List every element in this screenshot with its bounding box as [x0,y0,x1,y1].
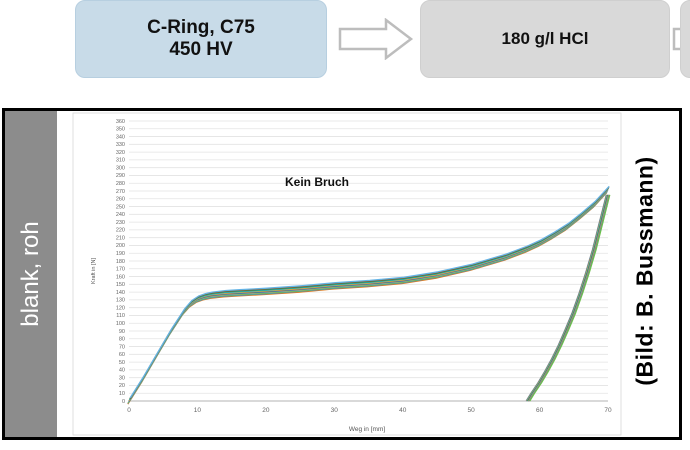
result-panel: blank, roh 0 10 20 30 40 50 60 70 80 90 100 110 120 1… [2,108,682,440]
x-tick-label: 10 [194,407,202,414]
y-tick-label: 190 [116,251,125,257]
image-credit: (Bild: B. Bussmann) [631,156,658,386]
y-tick-label: 130 [116,298,125,304]
y-tick-label: 300 [116,165,125,171]
y-tick-label: 140 [116,290,125,296]
y-tick-label: 280 [116,181,125,187]
medium-label: 180 g/l HCl [501,29,589,48]
y-tick-label: 320 [116,150,125,156]
chart-grid [129,120,608,402]
y-tick-label: 50 [119,360,125,366]
specimen-box: C-Ring, C75 450 HV [75,0,327,78]
force-displacement-chart: 0102030405060708090100110120130140150160… [72,112,622,436]
chart-series [127,185,611,405]
chart-annotation: Kein Bruch [285,175,349,189]
y-tick-label: 350 [116,127,125,133]
x-tick-label: 40 [399,407,407,414]
y-tick-label: 330 [116,142,125,148]
y-tick-label: 160 [116,274,125,280]
specimen-line-1: C-Ring, C75 [147,17,255,38]
y-tick-label: 250 [116,204,125,210]
y-axis-label: Kraft in [N] [91,258,97,284]
x-axis-label: Weg in [mm] [349,426,386,433]
y-tick-label: 30 [119,375,125,381]
y-tick-label: 290 [116,173,125,179]
specimen-line-2: 450 HV [169,39,233,60]
loading-curve-10 [129,185,610,399]
y-tick-label: 200 [116,243,125,249]
y-tick-label: 120 [116,305,125,311]
y-tick-label: 150 [116,282,125,288]
y-tick-label: 210 [116,235,125,241]
x-tick-label: 30 [331,407,339,414]
y-tick-label: 80 [119,337,125,343]
y-tick-label: 70 [119,344,125,350]
y-tick-label: 100 [116,321,125,327]
y-tick-label: 90 [119,329,125,335]
x-tick-label: 60 [536,407,544,414]
x-tick-label: 0 [127,407,131,414]
condition-bar: blank, roh [5,111,57,437]
y-tick-label: 110 [116,313,125,319]
chart-area [72,112,622,436]
y-tick-label: 60 [119,352,125,358]
y-tick-label: 20 [119,383,125,389]
x-tick-label: 50 [468,407,476,414]
x-tick-labels: 0 10 20 30 40 50 60 70 [127,407,612,414]
y-tick-label: 240 [116,212,125,218]
y-tick-label: 40 [119,368,125,374]
y-tick-label: 180 [116,259,125,265]
medium-box: 180 g/l HCl [420,0,670,78]
x-tick-label: 20 [262,407,270,414]
y-tick-label: 340 [116,134,125,140]
y-tick-label: 270 [116,189,125,195]
flow-arrow-icon [338,18,414,60]
y-tick-label: 230 [116,220,125,226]
next-step-box [680,0,690,78]
unloading-curve-10 [529,194,611,402]
y-tick-label: 220 [116,228,125,234]
y-tick-labels: 0102030405060708090100110120130140150160… [116,119,125,405]
y-tick-label: 260 [116,197,125,203]
x-tick-label: 70 [604,407,612,414]
y-tick-label: 10 [119,391,125,397]
y-tick-label: 310 [116,158,125,164]
y-tick-label: 170 [116,267,125,273]
y-tick-label: 360 [116,119,125,125]
y-tick-label: 0 [122,399,125,405]
